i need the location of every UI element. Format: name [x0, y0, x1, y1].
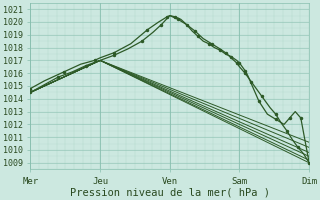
X-axis label: Pression niveau de la mer( hPa ): Pression niveau de la mer( hPa )	[70, 187, 270, 197]
